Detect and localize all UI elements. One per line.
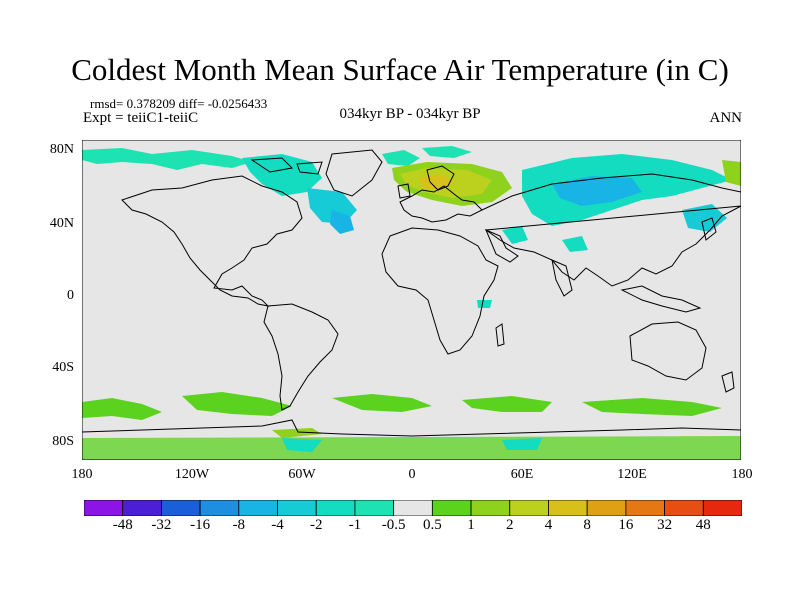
anomaly-south-indian — [462, 396, 552, 412]
anomaly-greenland-sea — [382, 150, 420, 166]
anomaly-himalaya — [562, 236, 588, 252]
coast-greenland — [325, 149, 383, 197]
anomaly-south-pacific-east — [182, 392, 292, 416]
coast-scandinavia — [426, 165, 455, 191]
colorbar-label: 48 — [695, 517, 711, 533]
colorbar-swatch — [586, 500, 627, 516]
y-tick-label: 80N — [49, 142, 74, 157]
coast-north-america — [121, 175, 303, 307]
colorbar-label: -32 — [151, 517, 172, 533]
anomaly-arctic-central — [422, 146, 472, 158]
anomaly-east-antarctica — [502, 438, 542, 450]
anomaly-baltic — [418, 174, 454, 190]
x-tick-label: 60W — [288, 467, 316, 482]
anomaly-central-asia — [502, 226, 528, 244]
colorbar-swatch — [238, 500, 278, 516]
colorbar-label: -8 — [232, 517, 246, 533]
colorbar-swatch — [161, 500, 201, 516]
colorbar-label: -4 — [271, 517, 284, 533]
coast-new-zealand — [721, 371, 735, 393]
anomaly-bering-warm — [722, 160, 741, 186]
coast-asia — [481, 173, 741, 287]
coastlines — [82, 149, 741, 437]
period-label: 034kyr BP - 034kyr BP — [339, 106, 481, 122]
coast-india — [551, 259, 573, 297]
colorbar-label: 1 — [467, 517, 475, 533]
coast-africa — [381, 227, 499, 355]
coast-antarctica — [82, 419, 741, 437]
coast-south-america — [263, 303, 339, 411]
y-tick-label: 40S — [52, 360, 74, 375]
anomaly-antarctic-peninsula — [272, 428, 322, 438]
colorbar-swatch — [84, 500, 124, 516]
colorbar-swatch — [431, 500, 472, 516]
colorbar-swatch — [315, 500, 356, 516]
world-map — [82, 140, 741, 460]
x-tick-label: 180 — [731, 467, 753, 482]
colorbar-swatch — [277, 500, 317, 516]
y-tick-label: 40N — [49, 216, 74, 231]
anomaly-south-indian-east — [582, 398, 722, 416]
anomaly-shading — [82, 146, 741, 460]
colorbar-label: -2 — [309, 517, 323, 533]
colorbar-label: 2 — [506, 517, 514, 533]
x-tick-label: 60E — [510, 467, 534, 482]
colorbar-label: -0.5 — [381, 517, 406, 533]
coast-arctic-islands — [250, 157, 323, 175]
colorbar-swatch — [393, 500, 433, 516]
stats-text: rmsd= 0.378209 diff= -0.0256433 — [90, 96, 268, 111]
anomaly-east-asia — [682, 204, 727, 232]
season-label: ANN — [709, 110, 743, 126]
anomaly-south-pacific-west — [82, 398, 162, 420]
anomaly-antarctica — [82, 436, 741, 460]
colorbar-label: -48 — [112, 517, 133, 533]
colorbar-label: 4 — [544, 517, 553, 533]
y-tick-label: 80S — [52, 434, 74, 449]
x-tick-label: 120W — [174, 467, 210, 482]
anomaly-east-africa — [477, 300, 492, 308]
colorbar-label: 32 — [657, 517, 673, 533]
colorbar-swatch — [470, 500, 511, 516]
coast-arabia — [485, 229, 519, 263]
x-tick-label: 0 — [408, 467, 416, 482]
colorbar-label: 8 — [583, 517, 591, 533]
x-tick-label: 180 — [71, 467, 93, 482]
colorbar-label: -1 — [348, 517, 362, 533]
anomaly-arctic-west — [82, 148, 252, 170]
colorbar-swatch — [509, 500, 549, 516]
colorbar-swatch — [702, 500, 742, 516]
y-tick-label: 0 — [67, 288, 74, 303]
anomaly-siberia-core — [552, 176, 642, 206]
anomaly-weddell — [282, 438, 322, 452]
coast-madagascar — [495, 323, 505, 347]
x-tick-label: 120E — [617, 467, 647, 482]
anomaly-south-atlantic — [332, 394, 432, 412]
colorbar-label: 0.5 — [422, 517, 442, 533]
anomaly-canada — [242, 154, 322, 196]
experiment-label: Expt = teiiC1-teiiC — [83, 110, 199, 126]
colorbar-swatch — [354, 500, 395, 516]
colorbar-swatch — [548, 500, 588, 516]
anomaly-labrador — [330, 210, 354, 234]
colorbar-swatch — [122, 500, 162, 516]
page-title: Coldest Month Mean Surface Air Temperatu… — [71, 52, 729, 87]
coast-indonesia — [620, 285, 702, 313]
coast-japan — [701, 217, 717, 241]
colorbar-swatch — [664, 500, 704, 516]
coast-british-isles — [397, 183, 411, 199]
colorbar — [84, 500, 742, 516]
coast-australia — [629, 321, 707, 381]
colorbar-label: -16 — [190, 517, 211, 533]
colorbar-label: 16 — [618, 517, 634, 533]
colorbar-swatch — [625, 500, 665, 516]
colorbar-swatch — [199, 500, 240, 516]
